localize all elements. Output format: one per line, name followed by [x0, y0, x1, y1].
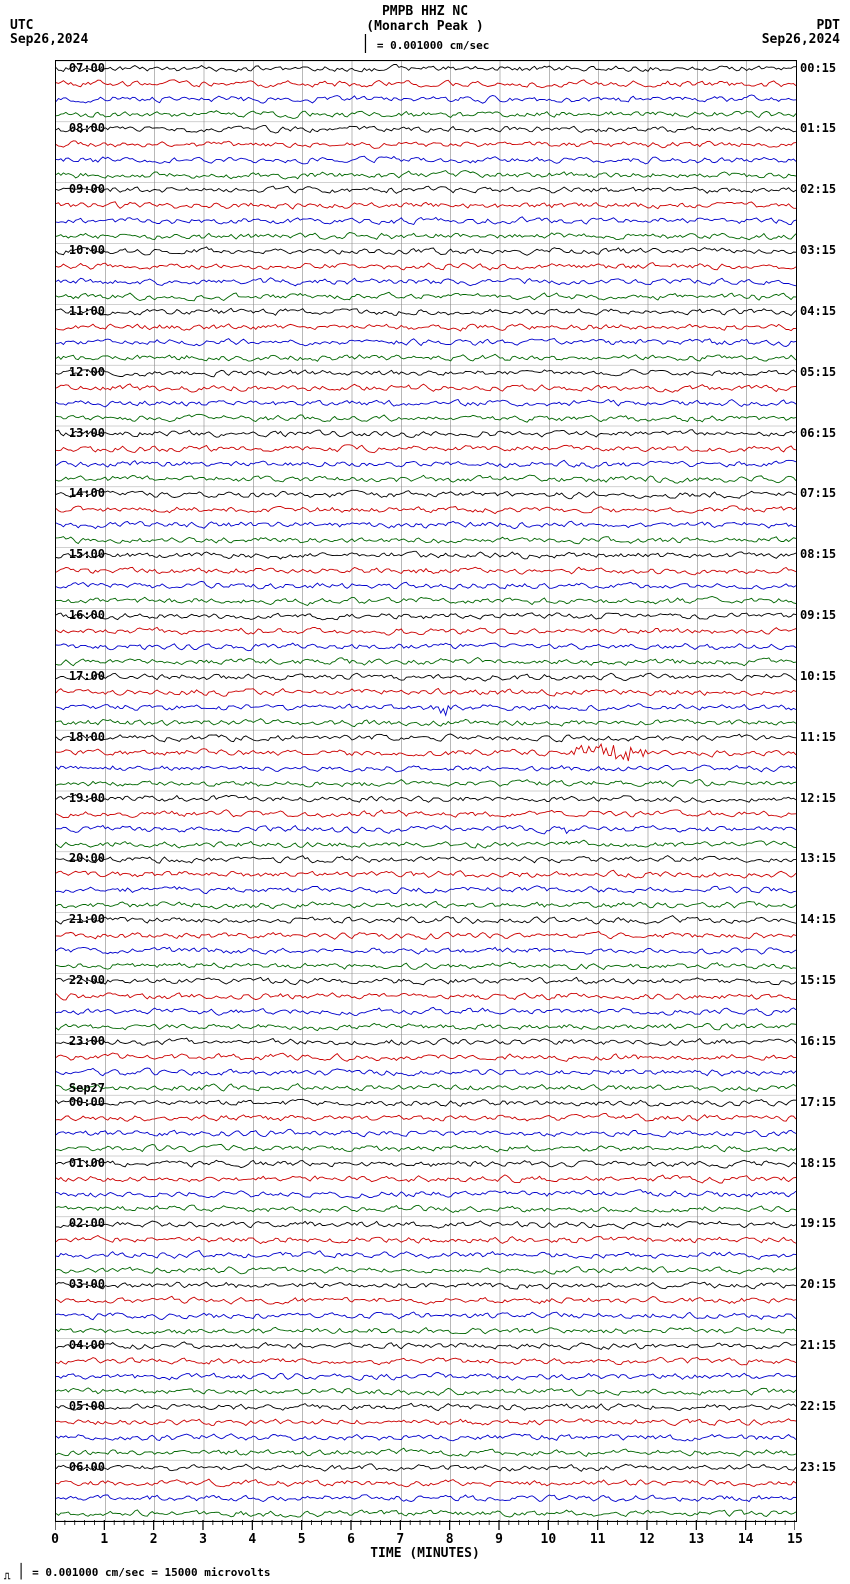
- pdt-label: 01:15: [800, 121, 836, 135]
- pdt-label: 07:15: [800, 486, 836, 500]
- pdt-label: 12:15: [800, 791, 836, 805]
- pdt-label: 00:15: [800, 61, 836, 75]
- x-tick-label: 3: [199, 1532, 207, 1547]
- utc-label: 23:00: [69, 1034, 105, 1048]
- x-tick-label: 6: [347, 1532, 355, 1547]
- utc-label: 01:00: [69, 1156, 105, 1170]
- utc-label: 00:00: [69, 1095, 105, 1109]
- seismogram-container: PMPB HHZ NC (Monarch Peak ) │ = 0.001000…: [0, 0, 850, 1584]
- x-tick-label: 12: [639, 1532, 655, 1547]
- utc-label: 15:00: [69, 547, 105, 561]
- seismic-traces: [56, 61, 796, 1521]
- pdt-label: 04:15: [800, 304, 836, 318]
- scale-value: = 0.001000 cm/sec: [377, 39, 490, 52]
- footer-text: = 0.001000 cm/sec = 15000 microvolts: [32, 1566, 270, 1579]
- utc-label: 16:00: [69, 608, 105, 622]
- x-tick-label: 1: [100, 1532, 108, 1547]
- utc-label: 11:00: [69, 304, 105, 318]
- date-right: Sep26,2024: [762, 32, 840, 47]
- pdt-label: 15:15: [800, 973, 836, 987]
- utc-label: 09:00: [69, 182, 105, 196]
- utc-label: 21:00: [69, 912, 105, 926]
- scale-indicator: │ = 0.001000 cm/sec: [0, 34, 850, 53]
- station-name: (Monarch Peak ): [0, 19, 850, 34]
- timezone-right: PDT: [817, 18, 840, 33]
- timezone-left: UTC: [10, 18, 33, 33]
- pdt-label: 22:15: [800, 1399, 836, 1413]
- utc-label: 06:00: [69, 1460, 105, 1474]
- x-tick-label: 0: [51, 1532, 59, 1547]
- station-id: PMPB HHZ NC: [0, 4, 850, 19]
- utc-label: 20:00: [69, 851, 105, 865]
- utc-label: 13:00: [69, 426, 105, 440]
- utc-label: 22:00: [69, 973, 105, 987]
- x-axis: 0123456789101112131415 TIME (MINUTES): [55, 1520, 795, 1560]
- pdt-label: 23:15: [800, 1460, 836, 1474]
- pdt-label: 20:15: [800, 1277, 836, 1291]
- utc-label: 07:00: [69, 61, 105, 75]
- pdt-label: 13:15: [800, 851, 836, 865]
- pdt-label: 11:15: [800, 730, 836, 744]
- x-tick-label: 7: [396, 1532, 404, 1547]
- utc-label: 03:00: [69, 1277, 105, 1291]
- x-tick-label: 11: [590, 1532, 606, 1547]
- utc-label: 19:00: [69, 791, 105, 805]
- utc-label: 08:00: [69, 121, 105, 135]
- x-tick-marks: [55, 1520, 795, 1534]
- date-left: Sep26,2024: [10, 32, 88, 47]
- header: PMPB HHZ NC (Monarch Peak ) │ = 0.001000…: [0, 4, 850, 53]
- x-tick-label: 8: [446, 1532, 454, 1547]
- utc-label: 10:00: [69, 243, 105, 257]
- x-tick-label: 14: [738, 1532, 754, 1547]
- x-tick-label: 5: [298, 1532, 306, 1547]
- pdt-label: 18:15: [800, 1156, 836, 1170]
- x-tick-label: 2: [150, 1532, 158, 1547]
- pdt-label: 09:15: [800, 608, 836, 622]
- pdt-label: 03:15: [800, 243, 836, 257]
- utc-label: 17:00: [69, 669, 105, 683]
- pdt-label: 02:15: [800, 182, 836, 196]
- pdt-label: 16:15: [800, 1034, 836, 1048]
- utc-label: 05:00: [69, 1399, 105, 1413]
- pdt-label: 10:15: [800, 669, 836, 683]
- x-tick-label: 10: [541, 1532, 557, 1547]
- utc-label: 18:00: [69, 730, 105, 744]
- pdt-label: 17:15: [800, 1095, 836, 1109]
- x-axis-title: TIME (MINUTES): [370, 1546, 480, 1561]
- x-tick-label: 4: [248, 1532, 256, 1547]
- pdt-label: 14:15: [800, 912, 836, 926]
- x-tick-label: 9: [495, 1532, 503, 1547]
- pdt-label: 21:15: [800, 1338, 836, 1352]
- utc-label: 02:00: [69, 1216, 105, 1230]
- pdt-label: 06:15: [800, 426, 836, 440]
- x-tick-label: 13: [689, 1532, 705, 1547]
- utc-label: 14:00: [69, 486, 105, 500]
- pdt-label: 08:15: [800, 547, 836, 561]
- utc-label: 04:00: [69, 1338, 105, 1352]
- helicorder-plot: [55, 60, 797, 1522]
- footer-scale: ⎍ │ = 0.001000 cm/sec = 15000 microvolts: [4, 1564, 271, 1582]
- x-tick-label: 15: [787, 1532, 803, 1547]
- date-change-label: Sep27: [69, 1081, 105, 1095]
- utc-label: 12:00: [69, 365, 105, 379]
- pdt-label: 19:15: [800, 1216, 836, 1230]
- pdt-label: 05:15: [800, 365, 836, 379]
